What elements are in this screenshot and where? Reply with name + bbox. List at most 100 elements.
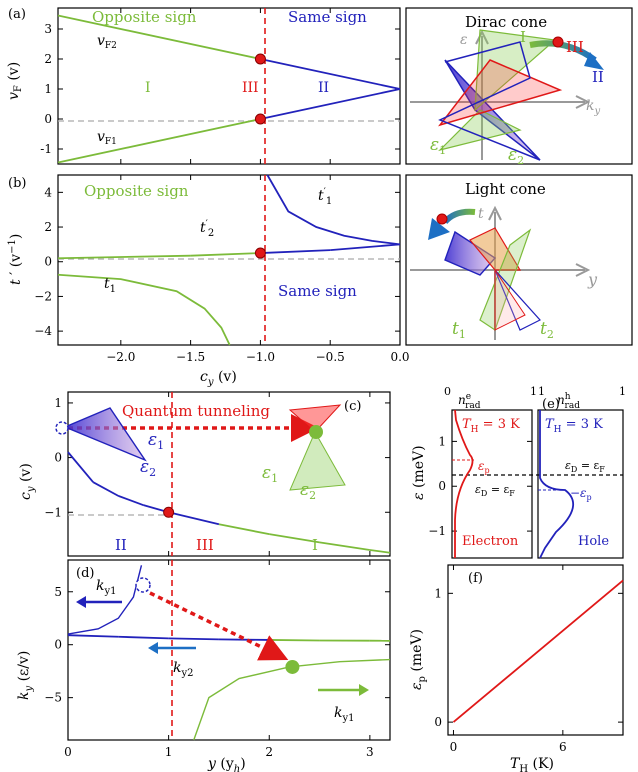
light-t2: t2	[540, 319, 554, 341]
ky2-label: ky2	[173, 660, 194, 679]
panel-c: (c) −1 0 1 Quantum tunneling ε1 ε2 ε1 ε2 I…	[18, 391, 391, 557]
y-tick-label: −5	[44, 691, 62, 705]
y-tick-label: 4	[44, 185, 52, 199]
region-I-a: I	[145, 80, 151, 96]
x-axis-label-d: y (yh)	[207, 756, 246, 772]
ky1-label-blue: ky1	[96, 578, 117, 597]
region-II-a: II	[318, 80, 329, 96]
dirac-region-II: II	[592, 68, 604, 86]
dirac-cone-outline	[438, 41, 541, 161]
same-sign-a: Same sign	[288, 8, 367, 26]
ticks-d: −5 0 5 0 1 2 3	[44, 560, 390, 759]
vf1-line-seg	[260, 88, 401, 120]
dirac-eps1: ε1	[430, 135, 446, 157]
dirac-region-III: III	[566, 38, 584, 56]
y-tick-label: −1	[44, 505, 62, 519]
panel-b: (b) −4 −2 0 2 4 −2.0 −1.5 −1.0 −0.5 0.0 Opposite …	[7, 174, 410, 388]
region-III-a: III	[242, 80, 259, 96]
dirac-cone-green-bottom	[438, 109, 522, 152]
dirac-red-dot	[552, 36, 564, 48]
dirac-ky-arrow	[575, 95, 591, 109]
electron-label: Electron	[462, 534, 519, 549]
cy-line-seg	[269, 533, 320, 544]
t2-line-seg	[330, 243, 401, 252]
axes-e-electron	[451, 409, 533, 559]
dirac-eps-arrow	[475, 29, 489, 45]
x-tick-label: 0	[450, 740, 458, 754]
c-eps1-blue: ε1	[148, 430, 164, 452]
inset-cone-green-c	[289, 430, 346, 491]
same-sign-b: Same sign	[278, 282, 357, 300]
t1-left-line	[57, 273, 231, 346]
vf1-label: vF1	[97, 129, 117, 147]
y-axis-label-b: t ′ (v−1)	[7, 234, 24, 285]
ticks-b: −4 −2 0 2 4 −2.0 −1.5 −1.0 −0.5 0.0	[34, 175, 410, 364]
ky2-arrow-left-head	[148, 642, 158, 654]
c-eps1-green: ε1	[262, 463, 278, 485]
y-tick-label: 2	[44, 52, 52, 66]
y-tick-label: 0	[54, 451, 62, 465]
panel-label-c: (c)	[344, 399, 361, 414]
series-d	[67, 565, 391, 741]
light-cone-lower-red	[494, 268, 526, 331]
dirac-ky-label: ky	[586, 98, 600, 117]
cy-line-seg	[319, 541, 371, 551]
dirac-eps-label: ε	[460, 32, 468, 48]
cy-line-seg	[218, 523, 270, 536]
ky2-line-seg	[218, 638, 270, 641]
dirac-region-I: I	[520, 28, 526, 46]
edf-electron: εD = εF	[475, 483, 515, 498]
y-tick-label: 1	[44, 82, 52, 96]
y-tick-label: 0	[44, 112, 52, 126]
c-eps2-green: ε2	[300, 480, 316, 502]
marker-a-0	[254, 53, 266, 65]
series-a	[57, 14, 401, 164]
t2-line-seg	[260, 249, 331, 254]
y-tick-label: 0	[434, 715, 442, 729]
y-tick-label: −1	[428, 524, 446, 538]
y-tick-label: 0	[44, 255, 52, 269]
ky2-line-seg	[269, 639, 320, 642]
cy-line-seg	[92, 481, 119, 497]
cy-line-seg	[168, 511, 220, 526]
t1-right-line	[266, 174, 401, 246]
x-tick-label: 1	[165, 745, 173, 759]
y-tick-label: 1	[438, 434, 446, 448]
ky2-line-seg	[67, 634, 119, 638]
y-axis-label-e: ε (meV)	[411, 445, 427, 500]
ky1-arrow-right-head	[359, 684, 369, 696]
y-tick-label: 3	[44, 22, 52, 36]
c-region-I: I	[312, 536, 318, 554]
series-b	[57, 174, 401, 346]
markers-a	[254, 53, 266, 125]
y-tick-label: -1	[40, 142, 52, 156]
dirac-cone-inset: Dirac cone I III II ε ky ε1 ε2	[405, 7, 633, 167]
vf2-label: vF2	[97, 33, 117, 51]
y-tick-label: 1	[434, 586, 442, 600]
x-tick-label: −2.0	[106, 350, 135, 364]
light-cone-inset: Light cone t y t1 t2	[405, 174, 633, 346]
light-y-label: y	[587, 270, 598, 289]
panel-label-f: (f)	[468, 571, 483, 586]
x-tick-label: 2	[265, 745, 273, 759]
t1-left-label: t1	[104, 276, 116, 295]
light-arrow	[442, 208, 476, 225]
y-tick-label: 1	[54, 396, 62, 410]
panel-label-e: (e)	[542, 397, 560, 412]
ep-line-f	[452, 579, 624, 723]
light-arrow-head	[428, 218, 450, 240]
n-rad-h: nh rad	[557, 392, 580, 411]
light-y-arrow	[575, 263, 591, 277]
series-f	[452, 579, 624, 723]
light-title: Light cone	[465, 180, 546, 198]
x-axis-label-b: cy (v)	[200, 369, 237, 388]
edf-hole: εD = εF	[565, 459, 605, 474]
c-eps2-blue: ε2	[140, 457, 156, 479]
e-x1: 1	[530, 385, 537, 398]
axes-f	[447, 564, 624, 736]
mep-label: −εp	[570, 486, 592, 502]
c-region-III: III	[196, 536, 214, 554]
cy-line-seg	[67, 451, 94, 483]
